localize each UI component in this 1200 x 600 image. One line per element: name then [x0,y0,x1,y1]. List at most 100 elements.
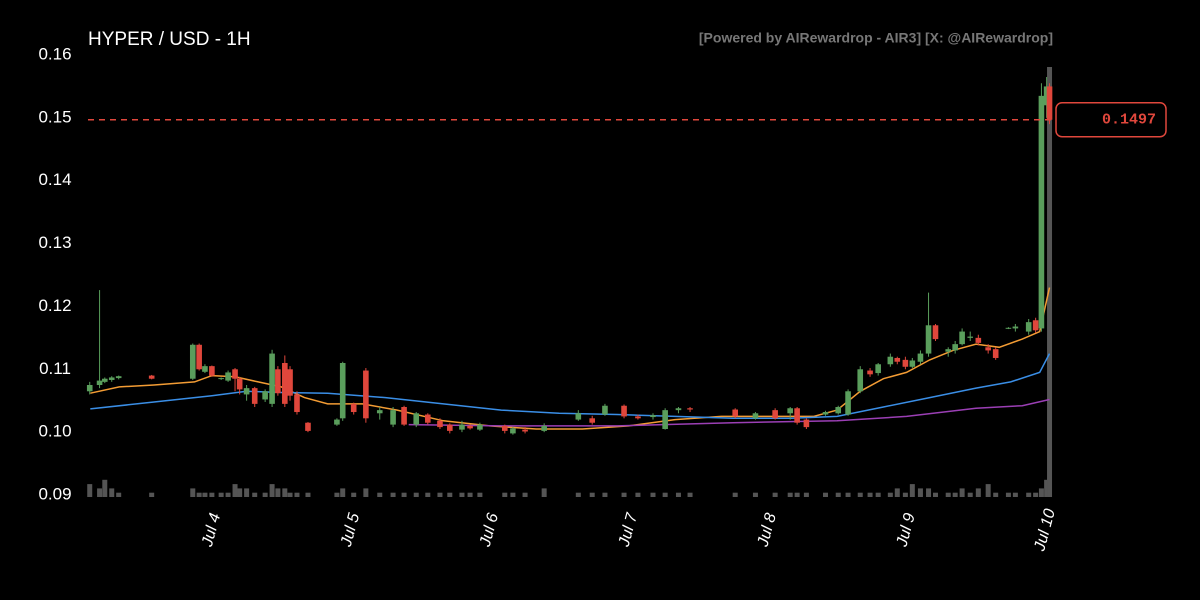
candle-body [269,353,275,404]
y-tick-label: 0.16 [38,44,71,63]
volume-bar [252,492,258,497]
volume-bar [794,492,800,497]
volume-bar [1044,479,1050,497]
volume-bar [116,492,122,497]
volume-bar [477,492,483,497]
volume-bar [269,484,275,497]
volume-bar [589,492,595,497]
candle-body [339,363,346,419]
volume-bar [887,492,893,497]
volume-bar [502,492,508,497]
volume-bar [413,492,419,497]
volume-bar [1012,492,1018,497]
candle-body [575,413,582,420]
volume-bar [209,492,215,497]
volume-bar [401,492,407,497]
volume-bar [602,492,608,497]
volume-bar [149,492,155,497]
y-tick-label: 0.10 [38,422,71,441]
volume-bar [522,492,528,497]
candle-body [447,424,453,431]
candle-body [925,325,932,354]
candle-body [650,415,656,418]
candle-body [501,425,508,431]
volume-bar [635,492,641,497]
volume-bar [390,492,396,497]
volume-bar [985,484,991,497]
volume-bar [772,492,778,497]
volume-bar [650,492,656,497]
volume-bar [287,492,293,497]
candle-body [589,418,596,423]
candle-body [894,357,901,362]
candle-body [363,370,369,419]
y-tick-label: 0.14 [38,170,71,189]
candle-body [510,428,516,434]
volume-bar [237,488,243,497]
moving-average-line [90,287,1051,430]
candle-body [401,407,407,425]
candle-body [909,360,916,367]
candle-body [794,408,800,423]
candle-body [932,325,939,340]
candle-body [350,403,357,413]
candle-body [787,408,793,414]
candle-body [857,369,864,392]
volume-bar [967,492,973,497]
y-tick-label: 0.11 [39,359,71,378]
volume-bar [225,492,231,497]
candle-body [732,409,738,417]
volume-bar [926,488,932,497]
candle-body [209,366,215,376]
volume-bar [97,488,103,497]
volume-bar [575,492,581,497]
volume-bar [351,492,357,497]
candle-body [541,425,547,431]
candle-body [437,420,443,428]
candle-body [772,410,778,419]
volume-bar [621,492,627,497]
candle-body [975,337,982,343]
candle-body [467,425,473,429]
volume-bar [202,492,208,497]
volume-bar [510,492,516,497]
candle-body [522,429,528,432]
candle-body [845,391,851,415]
volume-bar [845,492,851,497]
candle-body [101,378,108,382]
candle-body [189,344,196,379]
y-tick-label: 0.13 [38,233,71,252]
volume-bar [803,492,809,497]
volume-bar [959,488,965,497]
candle-body [752,413,759,419]
y-tick-label: 0.12 [38,296,71,315]
volume-bar [752,492,758,497]
moving-average-line [90,353,1051,420]
volume-bar [102,479,108,497]
candle-body [602,405,608,415]
candle-body [675,408,682,411]
candle-body [621,405,627,417]
volume-bar [902,492,908,497]
candle-body [275,369,281,394]
candle-body [1005,327,1012,329]
volume-bar [687,492,693,497]
candle-body [875,364,881,374]
candle-body [148,375,155,379]
candle-body [225,372,231,381]
candle-body [459,424,465,430]
volume-bar [1033,492,1039,497]
volume-bar [894,488,900,497]
volume-bar [244,488,250,497]
candle-body [390,410,396,425]
volume-bar [377,492,383,497]
candle-body [334,419,340,425]
volume-bar [1038,488,1044,497]
candle-body [917,353,924,362]
candle-body [243,388,250,395]
candle-body [1043,86,1050,106]
volume-bar [467,492,473,497]
volume-bar [787,492,793,497]
volume-bar [732,492,738,497]
